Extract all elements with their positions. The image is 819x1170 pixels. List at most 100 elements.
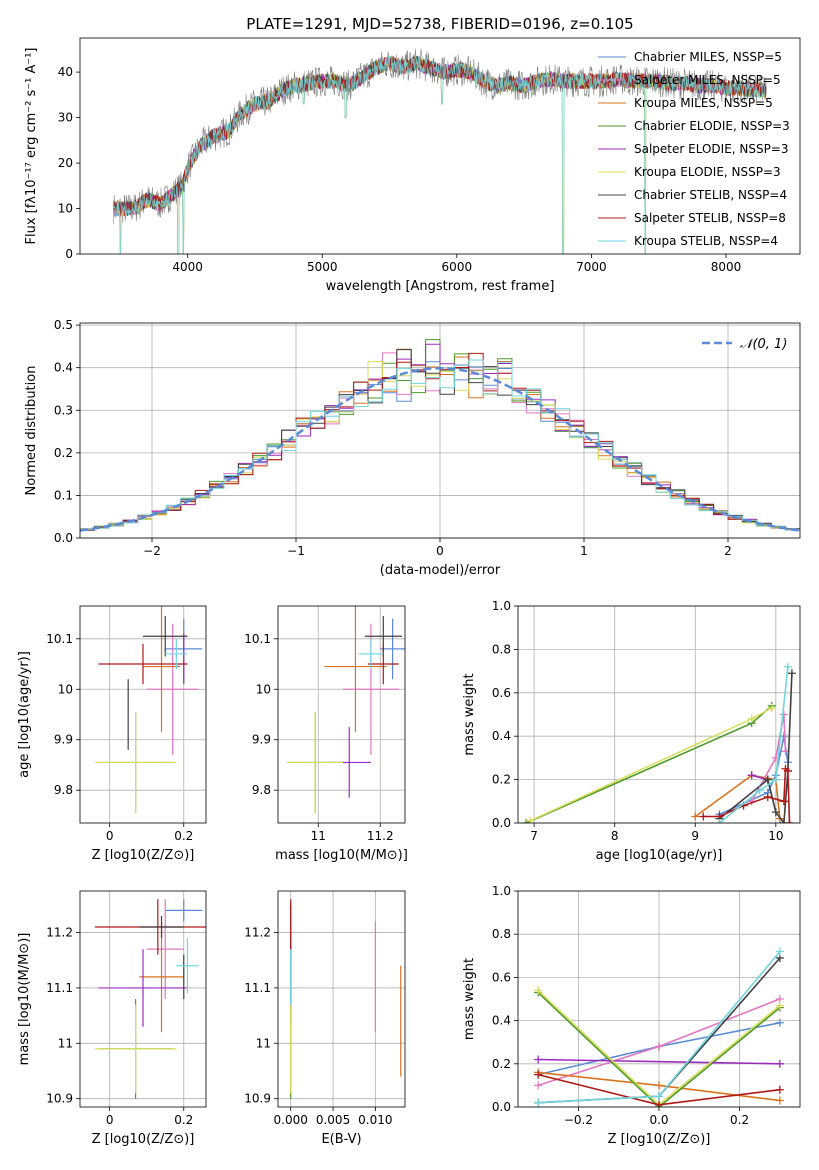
error-bar-point bbox=[98, 643, 188, 685]
x-tick-label: 0.000 bbox=[274, 1113, 308, 1127]
x-tick-label: 7000 bbox=[576, 260, 607, 274]
weight-marker bbox=[534, 1070, 543, 1079]
x-axis-label: (data-model)/error bbox=[380, 563, 501, 578]
error-bar-point bbox=[139, 921, 184, 1033]
axes-frame bbox=[277, 605, 406, 824]
weight-marker bbox=[775, 1085, 784, 1094]
y-axis-label: mass [log10(M/M⊙)] bbox=[17, 933, 32, 1066]
y-tick-label: 30 bbox=[58, 111, 73, 125]
error-bar-point bbox=[143, 616, 188, 657]
panel-age_vs_Z: 0 0.2 9.8 9.9 10 10.1 Z [log10(Z/Z⊙)] age [log1… bbox=[17, 605, 207, 863]
spectrum-model-line bbox=[113, 54, 767, 254]
x-axis-label: E(B-V) bbox=[321, 1132, 361, 1147]
legend-label: Kroupa ELODIE, NSSP=3 bbox=[634, 165, 781, 179]
weight-marker bbox=[763, 792, 772, 801]
weight-series-line bbox=[529, 707, 773, 822]
weight-marker bbox=[534, 1081, 543, 1090]
error-bar-point bbox=[324, 606, 387, 733]
legend-label: Chabrier STELIB, NSSP=4 bbox=[634, 188, 787, 202]
x-tick-label: 0.010 bbox=[358, 1113, 392, 1127]
y-tick-label: 0.8 bbox=[492, 927, 511, 941]
y-tick-label: 0.2 bbox=[54, 446, 73, 460]
x-tick-label: 11 bbox=[311, 829, 326, 843]
axes-frame bbox=[79, 605, 207, 824]
weight-marker bbox=[522, 819, 531, 823]
weight-marker bbox=[783, 662, 792, 671]
weight-marker bbox=[785, 819, 794, 823]
y-tick-label: 9.8 bbox=[252, 783, 271, 797]
weight-marker bbox=[771, 808, 780, 817]
y-tick-label: 0.0 bbox=[492, 816, 511, 830]
y-axis-label: mass weight bbox=[462, 958, 477, 1040]
y-tick-label: 0.0 bbox=[492, 1100, 511, 1114]
weight-marker bbox=[779, 819, 788, 823]
x-tick-label: 5000 bbox=[307, 260, 338, 274]
plot-area bbox=[290, 899, 402, 1099]
error-bar-point bbox=[94, 1004, 177, 1094]
y-axis-label: mass weight bbox=[462, 673, 477, 755]
error-bar-point bbox=[146, 623, 199, 755]
y-tick-label: 10 bbox=[256, 682, 271, 696]
weight-marker bbox=[775, 1096, 784, 1105]
x-tick-label: −2 bbox=[143, 544, 161, 558]
weight-marker bbox=[775, 1001, 784, 1010]
x-axis-label: wavelength [Angstrom, rest frame] bbox=[326, 279, 555, 294]
error-bar-point bbox=[367, 643, 399, 685]
panel-weight_vs_age: 7 8 9 10 0.0 0.2 0.4 0.6 0.8 1.0 age [log10(age/yr… bbox=[462, 599, 801, 863]
y-tick-label: 11 bbox=[256, 1036, 271, 1050]
y-tick-label: 0.4 bbox=[54, 361, 73, 375]
axes-frame bbox=[79, 890, 207, 1108]
y-tick-label: 0.6 bbox=[492, 686, 511, 700]
x-tick-label: 0.005 bbox=[316, 1113, 350, 1127]
weight-series-line bbox=[538, 1058, 780, 1065]
y-tick-label: 0.1 bbox=[54, 488, 73, 502]
legend-label: Chabrier ELODIE, NSSP=3 bbox=[634, 119, 790, 133]
weight-marker bbox=[747, 714, 756, 723]
error-bar-point bbox=[143, 606, 181, 733]
weight-marker bbox=[699, 812, 708, 821]
x-tick-label: 0.0 bbox=[649, 1113, 668, 1127]
weight-series-line bbox=[718, 673, 793, 823]
legend-label: Kroupa MILES, NSSP=5 bbox=[634, 96, 773, 110]
x-tick-label: 4000 bbox=[172, 260, 203, 274]
weight-marker bbox=[783, 766, 792, 775]
x-tick-label: 2 bbox=[724, 544, 732, 558]
weight-marker bbox=[534, 1098, 543, 1107]
y-tick-label: 1.0 bbox=[492, 599, 511, 613]
x-tick-label: 7 bbox=[530, 829, 538, 843]
y-tick-label: 11.1 bbox=[46, 981, 73, 995]
y-tick-label: 0 bbox=[65, 247, 73, 261]
y-axis-label: Flux [fλ10⁻¹⁷ erg cm⁻² s⁻¹ A⁻¹] bbox=[24, 48, 39, 245]
weight-marker bbox=[534, 986, 543, 995]
x-tick-label: 10 bbox=[768, 829, 783, 843]
weight-marker bbox=[787, 669, 796, 678]
plot-area bbox=[94, 606, 203, 813]
y-tick-label: 10.1 bbox=[244, 632, 271, 646]
error-bar-point bbox=[139, 915, 184, 939]
panel-spectrum: 4000 5000 6000 7000 8000 0 10 20 30 40 wavelength … bbox=[24, 37, 801, 294]
weight-marker bbox=[655, 1081, 663, 1090]
y-tick-label: 1.0 bbox=[492, 884, 511, 898]
legend-label: 𝒩(0, 1) bbox=[740, 337, 787, 352]
error-bar-point bbox=[287, 711, 344, 813]
figure-title: PLATE=1291, MJD=52738, FIBERID=0196, z=0… bbox=[246, 15, 633, 33]
x-tick-label: 0 bbox=[106, 1113, 114, 1127]
legend-label: Salpeter ELODIE, NSSP=3 bbox=[634, 142, 789, 156]
weight-marker bbox=[775, 1018, 784, 1027]
error-bar-point bbox=[176, 938, 199, 994]
y-tick-label: 10.1 bbox=[46, 632, 73, 646]
y-tick-label: 0.0 bbox=[54, 531, 73, 545]
y-tick-label: 11 bbox=[58, 1036, 73, 1050]
x-axis-label: Z [log10(Z/Z⊙)] bbox=[92, 848, 195, 863]
error-bar-point bbox=[165, 899, 203, 922]
weight-marker bbox=[747, 771, 756, 780]
y-tick-label: 11.1 bbox=[244, 981, 271, 995]
axes-frame bbox=[517, 890, 801, 1108]
y-tick-label: 0.6 bbox=[492, 970, 511, 984]
spectrum-legend: Chabrier MILES, NSSP=5 Salpeter MILES, NS… bbox=[598, 50, 790, 248]
x-tick-label: 9 bbox=[691, 829, 699, 843]
y-axis-label: age [log10(age/yr)] bbox=[17, 651, 32, 778]
error-bar-point bbox=[380, 618, 405, 680]
panel-residuals: −2 −1 0 1 2 0.0 0.1 0.2 0.3 0.4 0.5 (data-model)/er… bbox=[24, 318, 801, 578]
